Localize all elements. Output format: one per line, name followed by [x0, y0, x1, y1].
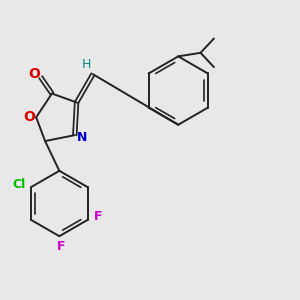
Text: F: F	[94, 210, 102, 223]
Text: O: O	[24, 110, 36, 124]
Text: O: O	[28, 67, 40, 81]
Text: Cl: Cl	[13, 178, 26, 191]
Text: F: F	[57, 240, 65, 253]
Text: H: H	[82, 58, 91, 71]
Text: N: N	[77, 131, 87, 144]
